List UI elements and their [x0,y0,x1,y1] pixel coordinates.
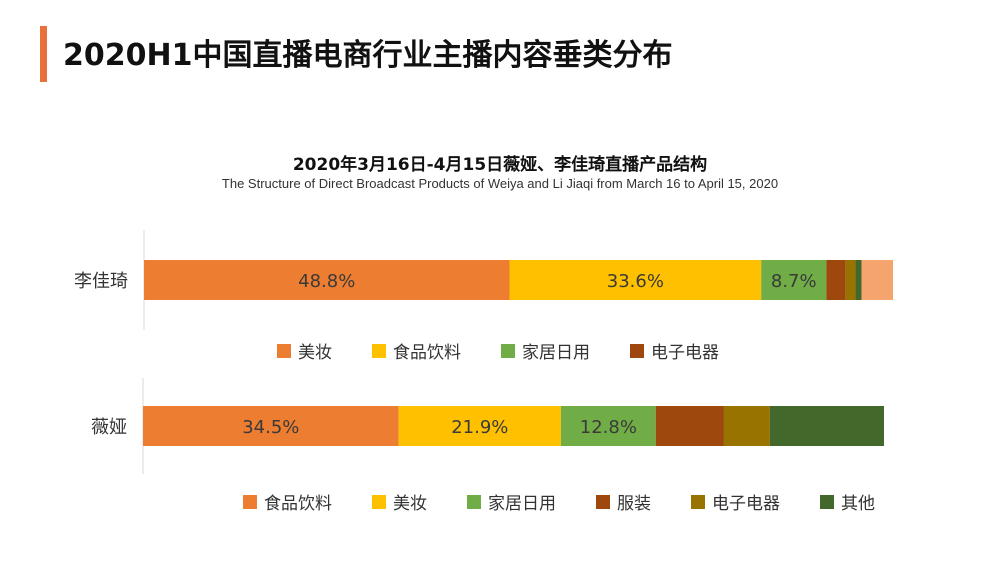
legend-swatch [277,343,291,358]
chart-title: 2020年3月16日-4月15日薇娅、李佳琦直播产品结构 [292,155,708,175]
legend-label: 电子电器 [651,343,719,363]
legend-swatch [467,494,481,509]
legend-swatch [372,494,386,509]
category-label: 薇娅 [91,417,127,438]
bar-segment [826,260,846,300]
bar-segment [855,260,862,300]
legend-label: 美妆 [298,343,332,363]
chart-subtitle: The Structure of Direct Broadcast Produc… [221,176,779,191]
legend-label: 服装 [617,494,651,514]
category-label: 李佳琦 [74,271,128,292]
legend-swatch [630,343,644,358]
legend-swatch [820,494,834,509]
legend-item: 电子电器 [691,489,780,514]
legend-swatch [501,343,515,358]
legend-li-jiaqi: 美妆 食品饮料 家居日用 电子电器 [277,338,719,363]
bar-segment [560,406,656,446]
page-title: 2020H1中国直播电商行业主播内容垂类分布 [63,38,673,73]
bar-segment [509,260,762,300]
legend-label: 其他 [841,494,875,514]
bar-segment [723,406,770,446]
legend-swatch [691,494,705,509]
legend-item: 食品饮料 [372,338,461,363]
data-label: 21.9% [451,417,508,438]
data-label: 33.6% [607,271,664,292]
legend-label: 电子电器 [712,494,780,514]
legend-item: 食品饮料 [243,489,332,514]
data-label: 12.8% [580,417,637,438]
data-label: 8.7% [771,271,817,292]
bar-segment [769,406,884,446]
legend-item: 美妆 [277,338,332,363]
legend-swatch [596,494,610,509]
bar-segment [761,260,827,300]
data-label: 34.5% [242,417,299,438]
legend-label: 家居日用 [522,343,590,363]
bar-segment [143,406,399,446]
legend-item: 家居日用 [501,338,590,363]
bar-group-0: 李佳琦 48.8% 33.6% 8.7% [74,230,893,330]
legend-swatch [372,343,386,358]
legend-label: 美妆 [393,494,427,514]
legend-item: 家居日用 [467,489,556,514]
bar-segment [845,260,856,300]
legend-label: 食品饮料 [264,494,332,514]
data-label: 48.8% [298,271,355,292]
legend-label: 家居日用 [488,494,556,514]
bar-segment [655,406,724,446]
bar-group-1: 薇娅 34.5% 21.9% 12.8% [91,378,884,474]
legend-item: 其他 [820,489,875,514]
legend-weiya: 食品饮料 美妆 家居日用 服装 电子电器 其他 [243,489,875,514]
legend-item: 服装 [596,489,651,514]
legend-swatch [243,494,257,509]
legend-label: 食品饮料 [393,343,461,363]
legend-item: 美妆 [372,489,427,514]
title-accent-bar [40,26,47,82]
bar-segment [861,260,893,300]
legend-item: 电子电器 [630,338,719,363]
bar-segment [398,406,561,446]
bar-segment [144,260,510,300]
